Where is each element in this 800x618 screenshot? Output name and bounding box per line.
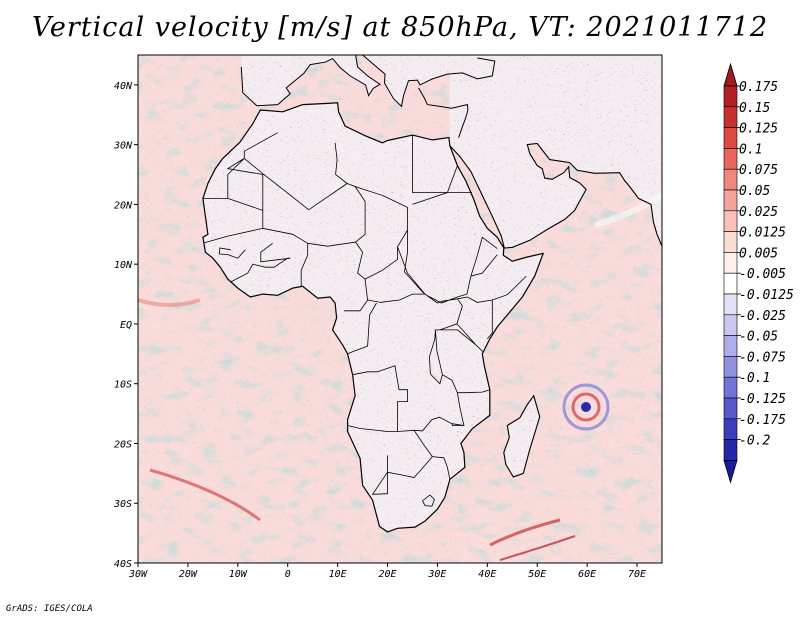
colorbar-bottom-arrow [723, 460, 738, 484]
colorbar-label: 0.1 [739, 142, 762, 157]
colorbar-label: -0.05 [739, 330, 778, 345]
colorbar-swatch [723, 272, 738, 295]
colorbar-label: -0.075 [739, 350, 786, 365]
y-tick-label: 20S [114, 439, 132, 450]
colorbar-label: -0.005 [739, 267, 786, 282]
colorbar-label: 0.15 [739, 101, 770, 116]
colorbar-swatch [723, 314, 738, 336]
y-tick-label: 40S [114, 559, 132, 570]
x-tick-label: 40E [478, 569, 496, 580]
map-title: Vertical velocity [m/s] at 850hPa, VT: 2… [31, 12, 769, 43]
colorbar-swatch [723, 127, 738, 149]
colorbar-label: -0.0125 [739, 288, 794, 303]
y-tick-label: 10S [114, 380, 132, 391]
cyclone-feature [562, 383, 610, 431]
colorbar-swatch [723, 335, 738, 357]
colorbar-swatch [723, 168, 738, 191]
x-tick-label: 30W [128, 569, 148, 580]
y-tick-label: 20N [114, 200, 133, 211]
coastlines [202, 55, 662, 533]
colorbar-label: 0.125 [739, 122, 778, 137]
vertical-velocity-field [138, 55, 662, 563]
colorbar-swatch [723, 293, 738, 316]
colorbar-swatch [723, 189, 738, 212]
x-tick-label: 70E [628, 569, 646, 580]
y-tick-label: 40N [114, 81, 133, 92]
colorbar-swatch [723, 106, 738, 128]
x-axis-ticks: 30W 20W 10W 0 10E 20E 30E 40E 50E 60E 70E [128, 563, 646, 580]
colorbar-swatch [723, 397, 738, 420]
plot-frame [137, 54, 663, 564]
colorbar-swatch [723, 418, 738, 440]
colorbar: 0.175 0.15 0.125 0.1 0.075 0.05 0.025 0.0125 0.0… [723, 62, 794, 484]
y-axis-ticks: 40N 30N 20N 10N EQ 10S 20S 30S 40S [113, 81, 138, 570]
grads-credit: GrADS: IGES/COLA [6, 604, 93, 614]
colorbar-label: 0.175 [739, 80, 778, 95]
colorbar-label: -0.175 [739, 413, 786, 428]
y-tick-label: EQ [120, 320, 132, 331]
colorbar-swatch [723, 356, 738, 378]
colorbar-swatch [723, 85, 738, 108]
y-tick-label: 30S [113, 499, 132, 510]
colorbar-swatch [723, 252, 738, 274]
x-tick-label: 60E [578, 569, 596, 580]
colorbar-label: 0.025 [739, 205, 778, 220]
colorbar-swatch [723, 231, 738, 253]
x-tick-label: 20E [378, 569, 396, 580]
colorbar-label: 0.075 [739, 163, 778, 178]
colorbar-top-arrow [723, 62, 738, 87]
colorbar-label: 0.0125 [739, 226, 786, 241]
x-tick-label: 20W [179, 569, 198, 580]
x-tick-label: 30E [427, 569, 446, 580]
colorbar-swatch [723, 210, 738, 232]
colorbar-label: -0.125 [739, 392, 786, 407]
y-tick-label: 30N [113, 141, 133, 152]
colorbar-label: -0.025 [739, 309, 786, 324]
y-tick-label: 10N [114, 260, 133, 271]
colorbar-label: 0.005 [739, 246, 778, 261]
colorbar-label: 0.05 [739, 184, 770, 199]
colorbar-swatch [723, 148, 738, 170]
colorbar-swatch [723, 376, 738, 399]
x-tick-label: 50E [528, 569, 546, 580]
x-tick-label: 10W [229, 569, 248, 580]
colorbar-label: -0.2 [739, 434, 770, 449]
x-tick-label: 10E [329, 569, 347, 580]
colorbar-swatch [723, 439, 738, 461]
colorbar-label: -0.1 [739, 371, 770, 386]
x-tick-label: 0 [285, 569, 291, 580]
